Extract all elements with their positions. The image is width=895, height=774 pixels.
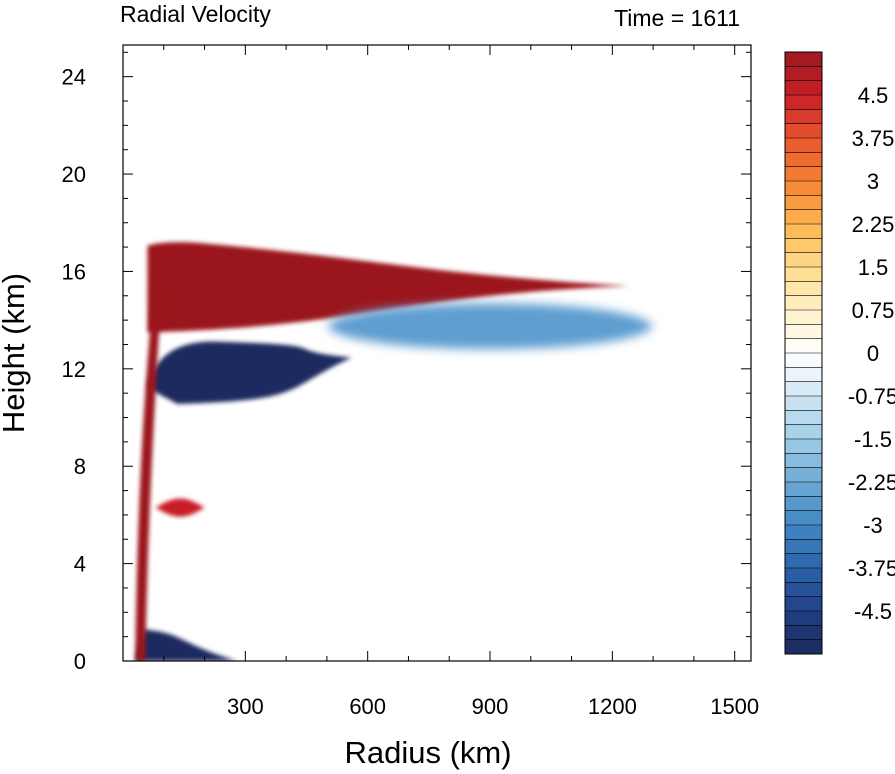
x-tick-labels: 300 600 900 1200 1500 <box>227 694 759 719</box>
colorbar-label: -4.5 <box>854 599 892 624</box>
colorbar-bin <box>785 568 822 583</box>
y-axis-label: Height (km) <box>0 273 31 433</box>
colorbar-bin <box>785 209 822 225</box>
colorbar-bin <box>785 482 822 497</box>
colorbar-bin <box>785 52 822 67</box>
y-tick-label: 8 <box>74 454 86 479</box>
colorbar-bin <box>785 195 822 211</box>
colorbar: 4.5 3.75 3 2.25 1.5 0.75 0 -0.75 -1.5 -2.25 -3 -3.7… <box>784 51 895 655</box>
colorbar-bin <box>785 353 822 368</box>
colorbar-bin <box>785 596 822 612</box>
colorbar-bin <box>785 123 822 139</box>
feature-mid-level-outflow-jet <box>155 498 205 517</box>
colorbar-label: 3.75 <box>852 126 895 151</box>
y-tick-label: 4 <box>74 552 86 577</box>
colorbar-bin <box>785 439 822 454</box>
x-tick-label: 300 <box>227 694 264 719</box>
feature-eyewall-outflow-column <box>135 271 162 661</box>
colorbar-bin <box>785 109 822 125</box>
x-tick-label: 900 <box>472 694 509 719</box>
y-tick-label: 20 <box>62 162 86 187</box>
plot-frame <box>122 44 752 662</box>
feature-mid-level-return-inflow <box>147 341 352 405</box>
colorbar-bin <box>785 367 822 383</box>
y-tick-label: 24 <box>62 65 86 90</box>
colorbar-label: 2.25 <box>852 212 895 237</box>
colorbar-bin <box>785 281 822 297</box>
colorbar-bin <box>785 424 822 440</box>
colorbar-bin <box>785 138 822 153</box>
colorbar-bin <box>785 66 822 82</box>
y-tick-label: 0 <box>74 649 86 674</box>
colorbar-label: -2.25 <box>848 470 895 495</box>
x-tick-label: 1500 <box>710 694 759 719</box>
colorbar-bin <box>785 582 822 598</box>
colorbar-bin <box>785 625 822 641</box>
colorbar-bin <box>785 310 822 325</box>
chart-subtitle: Time = 1611 <box>614 5 740 31</box>
colorbar-label: 0.75 <box>852 298 895 323</box>
velocity-field <box>135 242 654 661</box>
colorbar-bin <box>785 80 822 96</box>
colorbar-bin <box>785 410 822 426</box>
y-tick-label: 16 <box>62 259 86 284</box>
colorbar-bin <box>785 525 822 540</box>
axis-ticks <box>123 45 751 662</box>
colorbar-bin <box>785 181 822 196</box>
colorbar-frame <box>784 51 823 655</box>
colorbar-label: 0 <box>867 341 879 366</box>
feature-outer-inflow-band <box>326 303 654 350</box>
colorbar-bin <box>785 152 822 168</box>
colorbar-bin <box>785 467 822 483</box>
colorbar-label: 4.5 <box>858 83 889 108</box>
colorbar-bin <box>785 295 822 311</box>
x-axis-label: Radius (km) <box>344 735 511 770</box>
colorbar-bin <box>785 324 822 340</box>
colorbar-bin <box>785 95 822 110</box>
colorbar-bin <box>785 510 822 526</box>
colorbar-label: -1.5 <box>854 427 892 452</box>
colorbar-label: 3 <box>867 169 879 194</box>
y-tick-label: 12 <box>62 357 86 382</box>
colorbar-bin <box>785 453 822 469</box>
colorbar-bin <box>785 238 822 254</box>
x-tick-label: 600 <box>349 694 386 719</box>
colorbar-bin <box>785 267 822 282</box>
colorbar-bin <box>785 224 822 239</box>
feature-upper-level-outflow <box>147 242 629 333</box>
colorbar-label: -0.75 <box>848 384 895 409</box>
colorbar-label: -3 <box>863 513 883 538</box>
colorbar-bin <box>785 539 822 555</box>
colorbar-label: -3.75 <box>848 556 895 581</box>
colorbar-bin <box>785 396 822 411</box>
colorbar-bin <box>785 338 822 354</box>
heatmap-plot-area <box>122 44 752 662</box>
colorbar-bin <box>785 496 822 512</box>
colorbar-bin <box>785 611 822 626</box>
colorbar-label: 1.5 <box>858 255 889 280</box>
colorbar-bin <box>785 166 822 182</box>
chart-title: Radial Velocity <box>120 1 271 27</box>
colorbar-bin <box>785 639 822 655</box>
colorbar-bin <box>785 381 822 397</box>
y-tick-labels: 0 4 8 12 16 20 24 <box>62 65 86 674</box>
colorbar-bin <box>785 553 822 569</box>
colorbar-bin <box>785 252 822 268</box>
feature-boundary-layer-inflow <box>135 629 238 661</box>
x-tick-label: 1200 <box>588 694 637 719</box>
